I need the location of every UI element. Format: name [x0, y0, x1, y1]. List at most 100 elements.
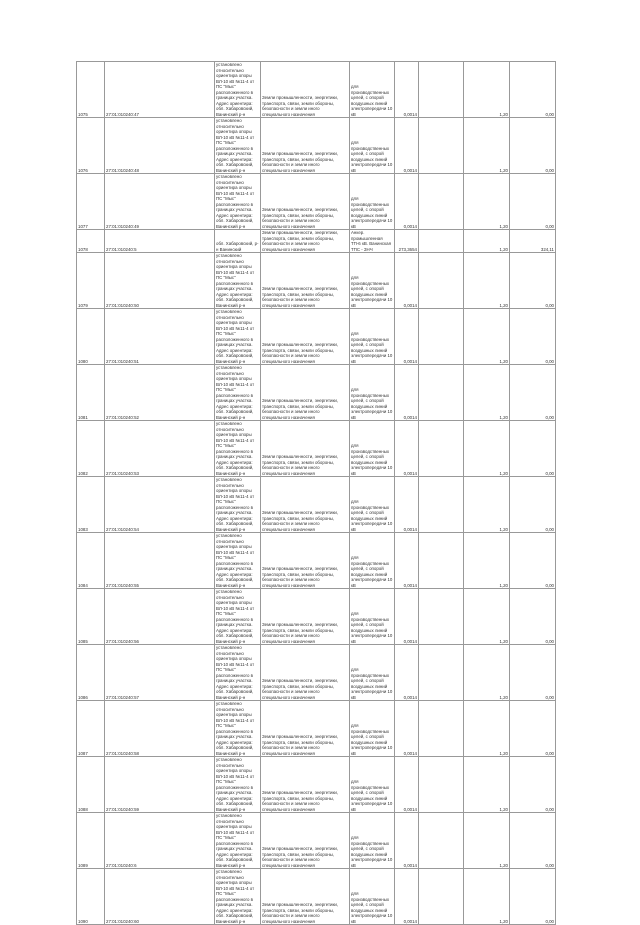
rate-cell: 1,20	[463, 476, 510, 533]
land-category-cell: Земли промышленности, энергетики, трансп…	[260, 644, 350, 701]
cadastral-number-cell: 27:01:010240:50	[104, 252, 215, 309]
table-row: 1089 27:01:010240:6 установлено относитель…	[76, 812, 556, 869]
empty-cell-cell	[418, 229, 464, 253]
cadastral-number-cell: 27:01:010240:57	[104, 644, 215, 701]
area-cell: 0,0014	[394, 364, 419, 421]
row-number-cell: 1085	[76, 588, 105, 645]
table-row: 1082 27:01:010240:53 установлено относител…	[76, 420, 556, 477]
rate-cell: 1,20	[463, 308, 510, 365]
table-row: 1090 27:01:010240:60 установлено относител…	[76, 868, 556, 925]
permitted-use-cell: для производственных целей, с опорой воз…	[349, 173, 395, 230]
row-number-cell: 1079	[76, 252, 105, 309]
area-cell: 0,0014	[394, 700, 419, 757]
permitted-use-cell: для производственных целей, с опорой воз…	[349, 364, 395, 421]
amount-cell: 0,00	[509, 700, 556, 757]
table-row: 1085 27:01:010240:56 установлено относител…	[76, 588, 556, 645]
table-row: 1080 27:01:010240:51 установлено относител…	[76, 308, 556, 365]
location-cell: установлено относительно ориентира опоры…	[214, 252, 261, 309]
amount-cell: 0,00	[509, 173, 556, 230]
row-number-cell: 1089	[76, 812, 105, 869]
amount-cell: 0,00	[509, 252, 556, 309]
location-cell: установлено относительно ориентира опоры…	[214, 308, 261, 365]
permitted-use-cell: для производственных целей, с опорой воз…	[349, 532, 395, 589]
cadastral-number-cell: 27:01:010240:6	[104, 812, 215, 869]
area-cell: 0,0014	[394, 532, 419, 589]
row-number-cell: 1075	[76, 61, 105, 118]
location-cell: установлено относительно ориентира опоры…	[214, 644, 261, 701]
empty-cell-cell	[418, 644, 464, 701]
location-cell: обл. Хабаровский, р-н Ванинский	[214, 229, 261, 253]
permitted-use-cell: для производственных целей, с опорой воз…	[349, 644, 395, 701]
empty-cell-cell	[418, 532, 464, 589]
amount-cell: 0,00	[509, 644, 556, 701]
location-cell: установлено относительно ориентира опоры…	[214, 532, 261, 589]
empty-cell-cell	[418, 868, 464, 925]
row-number-cell: 1086	[76, 644, 105, 701]
rate-cell: 1,20	[463, 644, 510, 701]
area-cell: 0,0014	[394, 173, 419, 230]
empty-cell-cell	[418, 252, 464, 309]
table-row: 1079 27:01:010240:50 установлено относител…	[76, 252, 556, 309]
rate-cell: 1,20	[463, 420, 510, 477]
land-category-cell: Земли промышленности, энергетики, трансп…	[260, 812, 350, 869]
location-cell: установлено относительно ориентира опоры…	[214, 173, 261, 230]
rate-cell: 1,20	[463, 812, 510, 869]
table-row: 1081 27:01:010240:52 установлено относител…	[76, 364, 556, 421]
location-cell: установлено относительно ориентира опоры…	[214, 812, 261, 869]
cadastral-number-cell: 27:01:010240:55	[104, 532, 215, 589]
location-cell: установлено относительно ориентира опоры…	[214, 61, 261, 118]
area-cell: 0,0014	[394, 476, 419, 533]
area-cell: 0,0014	[394, 117, 419, 174]
row-number-cell: 1090	[76, 868, 105, 925]
cadastral-number-cell: 27:01:010240:60	[104, 868, 215, 925]
table-row: 1077 27:01:010240:49 установлено относител…	[76, 173, 556, 230]
permitted-use-cell: для производственных целей, с опорой воз…	[349, 61, 395, 118]
amount-cell: 0,00	[509, 588, 556, 645]
permitted-use-cell: для производственных целей, с опорой воз…	[349, 588, 395, 645]
land-category-cell: Земли промышленности, энергетики, трансп…	[260, 308, 350, 365]
empty-cell-cell	[418, 364, 464, 421]
empty-cell-cell	[418, 476, 464, 533]
permitted-use-cell: для производственных целей, с опорой воз…	[349, 812, 395, 869]
table-row: 1075 27:01:010240:47 установлено относител…	[76, 61, 556, 118]
amount-cell: 0,00	[509, 812, 556, 869]
land-category-cell: Земли промышленности, энергетики, трансп…	[260, 252, 350, 309]
rate-cell: 1,20	[463, 588, 510, 645]
table-row: 1086 27:01:010240:57 установлено относител…	[76, 644, 556, 701]
row-number-cell: 1080	[76, 308, 105, 365]
location-cell: установлено относительно ориентира опоры…	[214, 476, 261, 533]
row-number-cell: 1078	[76, 229, 105, 253]
table-row: 1084 27:01:010240:55 установлено относител…	[76, 532, 556, 589]
row-number-cell: 1087	[76, 700, 105, 757]
land-category-cell: Земли промышленности, энергетики, трансп…	[260, 476, 350, 533]
area-cell: 0,0014	[394, 252, 419, 309]
empty-cell-cell	[418, 420, 464, 477]
land-category-cell: Земли промышленности, энергетики, трансп…	[260, 117, 350, 174]
amount-cell: 0,00	[509, 476, 556, 533]
cadastral-number-cell: 27:01:010240:47	[104, 61, 215, 118]
empty-cell-cell	[418, 61, 464, 118]
location-cell: установлено относительно ориентира опоры…	[214, 364, 261, 421]
land-category-cell: Земли промышленности, энергетики, трансп…	[260, 756, 350, 813]
amount-cell: 0,00	[509, 61, 556, 118]
row-number-cell: 1077	[76, 173, 105, 230]
permitted-use-cell: для производственных целей, с опорой воз…	[349, 117, 395, 174]
table-row: 1076 27:01:010240:48 установлено относител…	[76, 117, 556, 174]
area-cell: 0,0014	[394, 588, 419, 645]
location-cell: установлено относительно ориентира опоры…	[214, 117, 261, 174]
location-cell: установлено относительно ориентира опоры…	[214, 420, 261, 477]
land-plots-table: 1075 27:01:010240:47 установлено относител…	[76, 61, 556, 925]
rate-cell: 1,20	[463, 252, 510, 309]
location-cell: установлено относительно ориентира опоры…	[214, 588, 261, 645]
rate-cell: 1,20	[463, 364, 510, 421]
row-number-cell: 1082	[76, 420, 105, 477]
permitted-use-cell: для производственных целей, с опорой воз…	[349, 252, 395, 309]
land-category-cell: Земли промышленности, энергетики, трансп…	[260, 420, 350, 477]
cadastral-number-cell: 27:01:010240:52	[104, 364, 215, 421]
row-number-cell: 1083	[76, 476, 105, 533]
amount-cell: 0,00	[509, 117, 556, 174]
permitted-use-cell: Анкер. промышленная ТП-6 кВ. Ванинская Т…	[349, 229, 395, 253]
cadastral-number-cell: 27:01:010240:58	[104, 700, 215, 757]
location-cell: установлено относительно ориентира опоры…	[214, 868, 261, 925]
rate-cell: 1,20	[463, 61, 510, 118]
